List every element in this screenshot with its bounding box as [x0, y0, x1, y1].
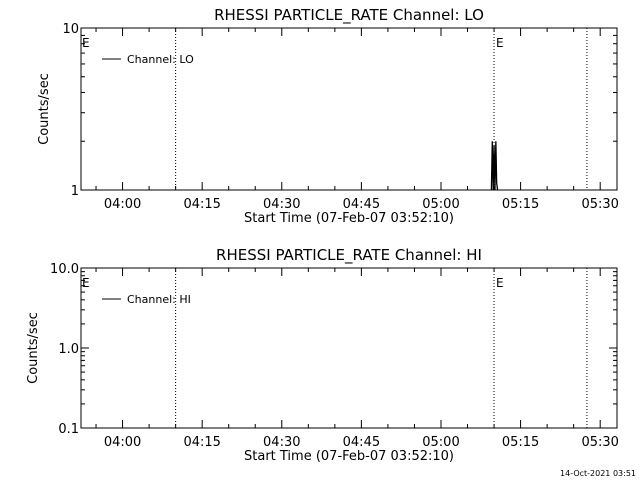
panel-2-x-tick-label: 05:30 [581, 435, 618, 450]
panel-1-x-tick-label: 04:00 [104, 197, 141, 212]
panel-2-x-axis-label: Start Time (07-Feb-07 03:52:10) [244, 449, 454, 464]
panel-2-x-tick-label: 04:45 [343, 435, 380, 450]
panel-1-legend-label: Channel: LO [127, 53, 194, 66]
panel-1-y-axis-label: Counts/sec [37, 73, 52, 145]
panel-1-left-marker-label: E [82, 36, 90, 50]
footer-timestamp: 14-Oct-2021 03:51 [560, 469, 636, 478]
panel-2-x-tick-label: 04:00 [104, 435, 141, 450]
panel-2-x-tick-label: 05:15 [502, 435, 539, 450]
panel-2-x-tick-label: 05:00 [422, 435, 459, 450]
panel-2-title: RHESSI PARTICLE_RATE Channel: HI [216, 246, 482, 265]
panel-1-x-tick-label: 04:30 [263, 197, 300, 212]
panel-2-plot-frame [80, 267, 618, 429]
panel-2-y-tick-label: 1.0 [58, 342, 79, 357]
panel-2-event-label: E [496, 276, 504, 290]
panel-2-x-tick-label: 04:15 [183, 435, 220, 450]
panel-1-x-tick-label: 05:00 [422, 197, 459, 212]
panel-2-y-tick-label: 10.0 [50, 262, 79, 277]
panel-1-x-tick-label: 05:15 [502, 197, 539, 212]
panel-1-y-tick-label: 1 [71, 184, 79, 199]
panel-1-y-tick-label: 10 [62, 22, 79, 37]
panel-2-legend-label: Channel: HI [127, 293, 191, 306]
panel-1-x-tick-label: 05:30 [581, 197, 618, 212]
panel-1-event-label: E [496, 36, 504, 50]
panel-1-x-tick-label: 04:15 [183, 197, 220, 212]
panel-2-y-axis-label: Counts/sec [26, 312, 41, 384]
panel-1-x-tick-label: 04:45 [343, 197, 380, 212]
panel-2-y-tick-label: 0.1 [58, 422, 79, 437]
panel-1-series-line-channel-lo [490, 141, 499, 191]
panel-1-x-axis-label: Start Time (07-Feb-07 03:52:10) [244, 211, 454, 226]
panel-1-plot-frame [80, 27, 618, 191]
panel-2-left-marker-label: E [82, 276, 90, 290]
panel-2-x-tick-label: 04:30 [263, 435, 300, 450]
panel-1-title: RHESSI PARTICLE_RATE Channel: LO [214, 6, 484, 25]
